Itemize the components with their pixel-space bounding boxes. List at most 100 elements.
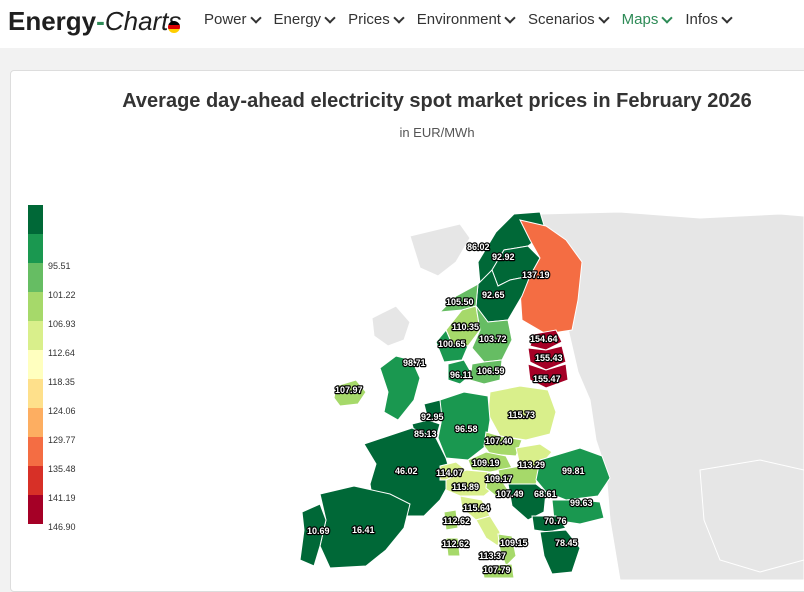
price-label-gb: 98.71: [403, 358, 426, 368]
price-label-se4: 106.59: [477, 366, 505, 376]
legend-label: 101.22: [48, 290, 76, 300]
legend-label: 118.35: [48, 377, 75, 387]
price-label-at: 109.19: [472, 458, 500, 468]
region-gb[interactable]: [379, 355, 421, 421]
region-de[interactable]: [437, 391, 491, 461]
legend-swatch: [28, 321, 43, 350]
price-label-ee: 154.64: [530, 334, 558, 344]
region-sici[interactable]: [481, 563, 515, 579]
region-ie[interactable]: [333, 379, 367, 407]
price-label-hu: 109.17: [485, 474, 513, 484]
legend-swatch: [28, 495, 43, 524]
price-label-no2: 100.65: [438, 339, 466, 349]
region-sard2[interactable]: [445, 537, 461, 557]
price-label-it-cn: 115.64: [463, 503, 490, 513]
legend-label: 129.77: [48, 435, 76, 445]
background-landmass: [371, 211, 804, 580]
region-cz[interactable]: [483, 431, 523, 457]
region-pl[interactable]: [487, 385, 557, 441]
price-label-fi: 137.19: [522, 270, 550, 280]
price-label-cz: 107.40: [485, 436, 513, 446]
region-no2[interactable]: [435, 329, 469, 363]
price-label-mk: 70.76: [544, 516, 567, 526]
legend-swatch: [28, 350, 43, 379]
price-label-se2: 92.65: [482, 290, 505, 300]
region-si[interactable]: [485, 471, 509, 497]
bidding-zones: [299, 211, 611, 579]
german-flag-icon[interactable]: [168, 21, 180, 33]
price-label-si: 107.49: [496, 489, 524, 499]
nav-scenarios[interactable]: Scenarios: [528, 11, 610, 28]
price-label-sici: 107.79: [483, 565, 511, 575]
legend-swatch: [28, 379, 43, 408]
price-label-ro: 99.81: [562, 466, 585, 476]
price-label-se3: 103.72: [479, 334, 507, 344]
price-label-be: 85.13: [414, 429, 437, 439]
map-title: Average day-ahead electricity spot marke…: [122, 90, 752, 112]
region-sard[interactable]: [443, 509, 459, 531]
price-label-es: 16.41: [352, 525, 375, 535]
nav-maps[interactable]: Maps: [622, 11, 674, 28]
nav-energy[interactable]: Energy: [274, 11, 336, 28]
region-mk[interactable]: [531, 515, 567, 533]
legend-label: 106.93: [48, 319, 76, 329]
energy-charts-logo[interactable]: Energy-Charts: [8, 6, 182, 36]
price-label-bg: 99.63: [570, 498, 593, 508]
legend-swatch: [28, 205, 43, 234]
price-label-ie: 107.97: [335, 385, 363, 395]
region-dk1[interactable]: [447, 359, 473, 385]
legend-label: 95.51: [48, 261, 71, 271]
price-label-sard: 112.62: [443, 516, 470, 526]
region-ro[interactable]: [535, 447, 611, 501]
price-label-no1: 110.35: [452, 322, 479, 332]
price-label-nl: 92.95: [421, 412, 444, 422]
price-label-dk1: 96.11: [450, 370, 472, 380]
price-label-sk: 113.29: [518, 460, 545, 470]
price-label-sard2: 112.62: [442, 539, 469, 549]
price-label-no3: 105.50: [446, 297, 474, 307]
nav-infos[interactable]: Infos: [685, 11, 733, 28]
region-lv[interactable]: [527, 345, 567, 371]
legend-label: 146.90: [48, 522, 76, 532]
legend-swatch: [28, 466, 43, 495]
region-ee[interactable]: [529, 329, 563, 351]
legend-label: 141.19: [48, 493, 76, 503]
price-label-ch: 114.07: [436, 468, 463, 478]
price-label-pt: 10.69: [307, 526, 330, 536]
region-gr[interactable]: [539, 529, 581, 575]
price-label-it-cs: 113.37: [479, 551, 506, 561]
price-label-gr: 78.45: [555, 538, 578, 548]
region-pt[interactable]: [299, 503, 327, 567]
legend-swatch: [28, 437, 43, 466]
region-rs[interactable]: [507, 483, 547, 521]
price-label-de: 96.58: [455, 424, 478, 434]
price-label-it-s: 109.15: [500, 538, 528, 548]
region-se4[interactable]: [469, 359, 503, 385]
price-label-se1: 92.92: [492, 252, 515, 262]
legend-swatch: [28, 263, 43, 292]
price-label-no4: 86.02: [467, 242, 490, 252]
legend-swatch: [28, 408, 43, 437]
map-subtitle: in EUR/MWh: [399, 125, 475, 140]
region-it-cs[interactable]: [475, 515, 501, 547]
legend-label: 135.48: [48, 464, 76, 474]
price-label-lt: 155.47: [533, 374, 561, 384]
nav-power[interactable]: Power: [204, 11, 262, 28]
price-label-fr: 46.02: [395, 466, 418, 476]
region-no3[interactable]: [438, 283, 479, 313]
nav-prices[interactable]: Prices: [348, 11, 405, 28]
price-label-lv: 155.43: [535, 353, 563, 363]
price-label-it-n: 115.89: [452, 482, 479, 492]
nav-environment[interactable]: Environment: [417, 11, 516, 28]
region-lt[interactable]: [527, 363, 569, 389]
legend-label: 124.06: [48, 406, 76, 416]
price-label-pl: 115.73: [508, 410, 535, 420]
main-nav: Power Energy Prices Environment Scenario…: [204, 11, 745, 28]
top-navigation-bar: Energy-Charts Power Energy Prices Enviro…: [0, 0, 804, 48]
legend-swatch: [28, 292, 43, 321]
price-label-rs: 68.61: [534, 489, 557, 499]
region-it-s[interactable]: [497, 533, 517, 567]
legend-swatch: [28, 234, 43, 263]
